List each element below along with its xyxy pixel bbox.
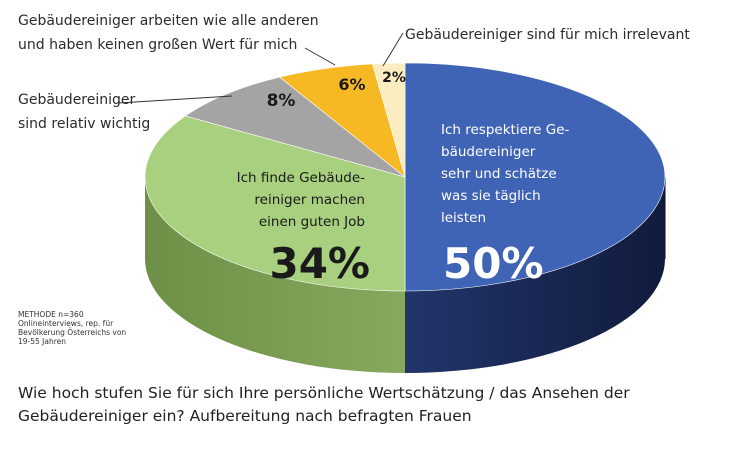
pct-label-4: 6% [338, 75, 365, 94]
slice-label-2-line-1: Ich finde Gebäude- [237, 170, 366, 186]
survey-question: Wie hoch stufen Sie für sich Ihre persön… [18, 384, 630, 425]
slice-label-4-line-2: und haben keinen großen Wert für mich [18, 37, 297, 53]
slice-label-1-line-1: Ich respektiere Ge- [441, 122, 570, 138]
slice-label-2-line-3: einen guten Job [259, 214, 365, 230]
slice-label-3-line-2: sind relativ wichtig [18, 116, 150, 132]
slice-label-2-line-2: reiniger machen [254, 192, 365, 208]
pie-slice-5 [372, 62, 406, 178]
slice-label-1-line-5: leisten [441, 210, 486, 226]
pct-label-5: 2% [382, 70, 406, 86]
slice-label-4-line-1: Gebäudereiniger arbeiten wie alle andere… [18, 13, 319, 29]
pct-label-1: 50% [443, 239, 544, 288]
leader-line-4 [304, 47, 336, 66]
slice-label-1-line-3: sehr und schätze [441, 166, 557, 182]
leader-line-5 [382, 32, 404, 67]
leader-line-3 [117, 95, 233, 104]
pie-slice-3 [184, 76, 406, 178]
method-note: METHODE n=360 Onlineinterviews, rep. für… [18, 310, 127, 346]
pie-slice-2 [144, 115, 406, 292]
pie-slice-1 [404, 62, 666, 292]
slice-label-3-line-1: Gebäudereiniger [18, 92, 136, 108]
slice-label-1-line-4: was sie täglich [441, 188, 541, 204]
pie-side-2 [145, 177, 405, 373]
pct-label-3: 8% [267, 91, 296, 111]
pct-label-2: 34% [269, 239, 370, 288]
slice-label-5-line-1: Gebäudereiniger sind für mich irrelevant [405, 27, 690, 43]
slice-label-1-line-2: bäudereiniger [441, 144, 536, 160]
pie-side-1 [405, 177, 665, 373]
